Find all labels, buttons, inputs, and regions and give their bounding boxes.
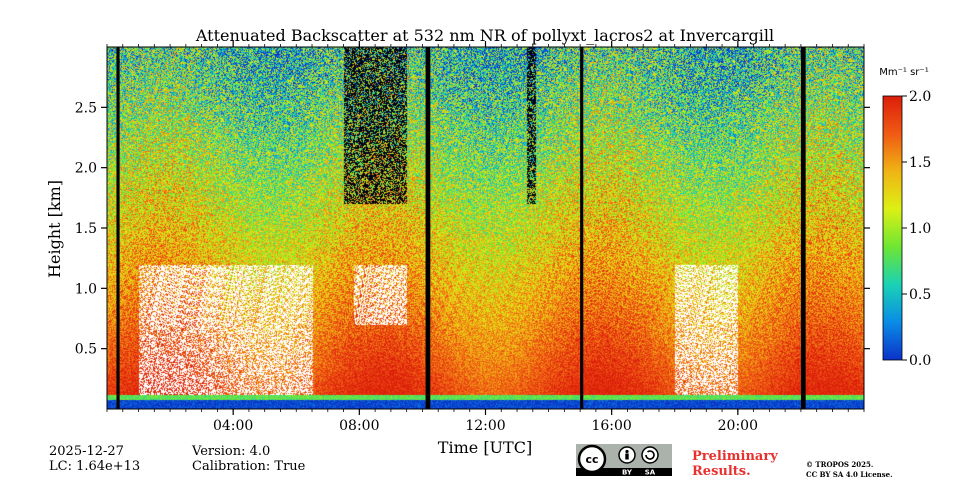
no-data-bar xyxy=(425,47,431,409)
share-alike-icon xyxy=(645,450,655,460)
colorbar-tick-label: 0.5 xyxy=(909,287,931,303)
by-label: BY xyxy=(622,469,633,477)
sa-label: SA xyxy=(645,469,656,477)
footer-lc: LC: 1.64e+13 xyxy=(49,459,141,474)
y-tick-label: 2.0 xyxy=(75,161,97,177)
y-tick-label: 1.0 xyxy=(75,281,97,297)
x-tick-label: 20:00 xyxy=(718,418,758,434)
copyright-notice: © TROPOS 2025. CC BY SA 4.0 License. xyxy=(806,460,893,479)
footer-version: Version: 4.0 xyxy=(192,444,271,459)
colorbar-gradient xyxy=(882,95,903,361)
no-data-bar xyxy=(800,47,806,409)
person-icon xyxy=(625,449,629,460)
x-tick-label: 12:00 xyxy=(465,418,505,434)
colorbar-tick-label: 2.0 xyxy=(909,89,931,105)
colorbar-tick-label: 1.5 xyxy=(909,155,931,171)
no-data-bars xyxy=(116,47,806,409)
cc-icon: cc xyxy=(585,453,598,466)
x-axis-ticks: 04:00 08:00 12:00 16:00 20:00 xyxy=(213,41,758,434)
no-data-bar xyxy=(580,47,584,409)
colorbar-tick-label: 0.0 xyxy=(909,353,931,369)
x-tick-label: 16:00 xyxy=(591,418,631,434)
chart-title: Attenuated Backscatter at 532 nm NR of p… xyxy=(195,26,774,45)
heatmap-image xyxy=(107,47,864,409)
y-axis-label: Height [km] xyxy=(45,180,64,278)
colorbar: 0.0 0.5 1.0 1.5 2.0 Mm⁻¹ sr⁻¹ xyxy=(879,67,931,369)
y-axis-ticks: 0.5 1.0 1.5 2.0 2.5 xyxy=(75,100,870,358)
y-tick-label: 2.5 xyxy=(75,100,97,116)
colorbar-ticks: 0.0 0.5 1.0 1.5 2.0 xyxy=(902,89,931,369)
preliminary-results-note: Preliminary Results. xyxy=(692,449,778,479)
y-tick-label: 1.5 xyxy=(75,221,97,237)
x-tick-label: 04:00 xyxy=(213,418,253,434)
colorbar-tick-label: 1.0 xyxy=(909,221,931,237)
colorbar-unit: Mm⁻¹ sr⁻¹ xyxy=(879,67,928,78)
x-axis-label: Time [UTC] xyxy=(438,438,532,457)
no-data-bar xyxy=(116,47,120,409)
cc-by-sa-badge: cc BY SA xyxy=(576,444,672,476)
footer-calibration: Calibration: True xyxy=(192,459,306,474)
plot-area: 04:00 08:00 12:00 16:00 20:00 0.5 1.0 1.5 2.0 2.… xyxy=(75,41,870,434)
footer-date: 2025-12-27 xyxy=(49,444,124,459)
y-tick-label: 0.5 xyxy=(75,342,97,358)
x-tick-label: 08:00 xyxy=(339,418,379,434)
